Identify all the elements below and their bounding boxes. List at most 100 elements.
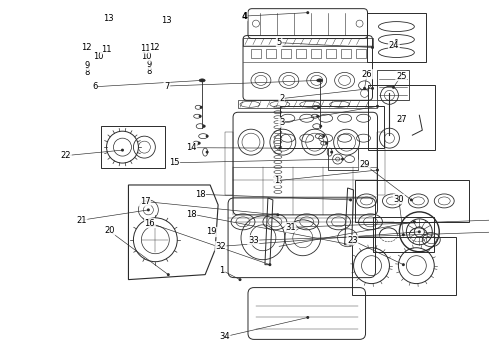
Circle shape — [330, 150, 333, 154]
Bar — [100, 126, 165, 168]
Circle shape — [376, 168, 379, 171]
Text: 31: 31 — [285, 223, 295, 232]
Text: 26: 26 — [362, 70, 372, 79]
Text: 13: 13 — [162, 16, 172, 25]
Text: 1: 1 — [220, 266, 225, 275]
Text: 18: 18 — [186, 210, 196, 219]
Bar — [238, 100, 377, 108]
Bar — [280, 106, 385, 148]
Text: 5: 5 — [276, 38, 282, 47]
Text: 24: 24 — [389, 41, 399, 50]
Bar — [281, 49, 291, 58]
Bar — [355, 180, 469, 222]
Circle shape — [276, 213, 279, 216]
Text: 15: 15 — [169, 158, 179, 167]
Circle shape — [206, 135, 209, 138]
Bar — [296, 49, 306, 58]
Circle shape — [363, 87, 366, 90]
Text: 6: 6 — [92, 82, 98, 91]
Bar — [251, 49, 261, 58]
Circle shape — [197, 141, 201, 145]
Text: 9: 9 — [85, 61, 90, 70]
Circle shape — [376, 105, 379, 108]
Bar — [377, 132, 386, 195]
Circle shape — [121, 149, 124, 152]
Circle shape — [395, 39, 398, 42]
Circle shape — [306, 11, 309, 14]
Bar — [328, 148, 358, 170]
Text: 30: 30 — [393, 194, 404, 203]
Bar — [266, 49, 276, 58]
Bar — [225, 132, 233, 195]
Circle shape — [239, 278, 242, 281]
Text: 8: 8 — [85, 68, 90, 77]
Text: 22: 22 — [61, 151, 71, 160]
Bar — [367, 13, 426, 62]
Bar — [377, 71, 409, 100]
Bar — [311, 49, 321, 58]
Text: 10: 10 — [141, 52, 151, 61]
Text: 13: 13 — [103, 14, 114, 23]
Text: 2: 2 — [279, 94, 284, 103]
Circle shape — [371, 46, 374, 49]
Circle shape — [325, 141, 328, 145]
Circle shape — [400, 119, 403, 122]
Bar — [326, 49, 336, 58]
Circle shape — [392, 86, 395, 89]
Text: 12: 12 — [81, 43, 92, 52]
Text: 9: 9 — [146, 60, 151, 69]
Circle shape — [203, 125, 206, 128]
Circle shape — [319, 125, 322, 128]
Bar — [341, 49, 350, 58]
Text: 12: 12 — [149, 43, 160, 52]
Text: 23: 23 — [347, 236, 358, 245]
Text: 27: 27 — [397, 114, 408, 123]
Circle shape — [269, 263, 271, 266]
Text: 16: 16 — [145, 219, 155, 228]
Circle shape — [418, 230, 421, 233]
Circle shape — [147, 208, 150, 211]
Circle shape — [278, 147, 281, 150]
Circle shape — [200, 106, 203, 109]
Circle shape — [201, 79, 204, 82]
Text: 19: 19 — [207, 228, 217, 237]
Circle shape — [402, 263, 405, 266]
Bar — [372, 217, 434, 252]
Bar — [368, 85, 435, 150]
Text: 11: 11 — [140, 44, 150, 53]
Circle shape — [349, 198, 352, 201]
Text: 11: 11 — [100, 45, 111, 54]
Text: 14: 14 — [186, 143, 196, 152]
Circle shape — [198, 115, 202, 118]
Circle shape — [410, 198, 413, 201]
Bar — [352, 237, 456, 294]
Ellipse shape — [317, 79, 323, 82]
Circle shape — [206, 150, 209, 154]
Text: 18: 18 — [195, 190, 205, 199]
Text: 29: 29 — [359, 160, 370, 169]
Text: 17: 17 — [140, 197, 150, 206]
Circle shape — [341, 158, 344, 161]
Circle shape — [413, 220, 416, 223]
Circle shape — [349, 243, 352, 246]
Text: 32: 32 — [215, 242, 226, 251]
Text: 33: 33 — [248, 236, 259, 245]
Circle shape — [371, 87, 374, 90]
Text: 3: 3 — [279, 118, 284, 127]
Bar — [243, 37, 372, 45]
Text: 34: 34 — [219, 332, 230, 341]
Text: 20: 20 — [104, 226, 115, 235]
Circle shape — [306, 316, 309, 319]
Circle shape — [317, 106, 320, 109]
Text: 25: 25 — [396, 72, 406, 81]
Circle shape — [167, 273, 170, 276]
Circle shape — [402, 233, 405, 236]
Text: 10: 10 — [93, 53, 104, 62]
Circle shape — [318, 79, 321, 82]
Text: 21: 21 — [76, 216, 87, 225]
Text: 1: 1 — [274, 176, 279, 185]
Circle shape — [316, 115, 319, 118]
Ellipse shape — [199, 79, 205, 82]
Text: 7: 7 — [164, 82, 170, 91]
Circle shape — [322, 135, 325, 138]
